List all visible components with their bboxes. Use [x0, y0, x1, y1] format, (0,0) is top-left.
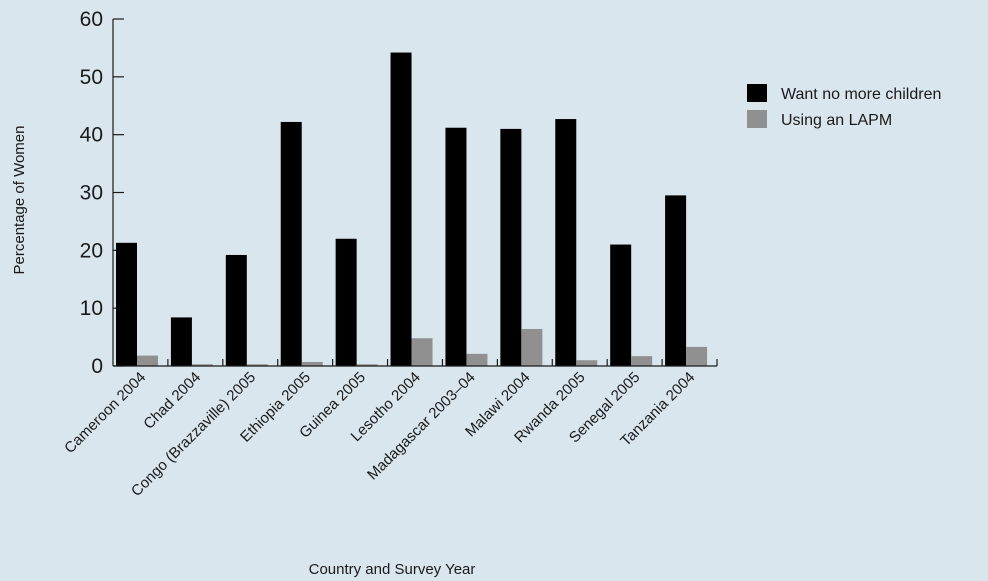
bar	[665, 195, 687, 366]
bar	[280, 121, 302, 367]
bar	[686, 346, 708, 366]
legend-swatch	[747, 110, 767, 128]
bar	[170, 317, 192, 366]
bars	[116, 52, 708, 367]
bar	[116, 242, 137, 366]
category-label: Cameroon 2004	[61, 369, 149, 457]
bar	[356, 364, 378, 366]
bar	[445, 127, 467, 366]
bar	[137, 355, 158, 366]
bar	[390, 52, 412, 366]
legend: Want no more children Using an LAPM	[747, 84, 941, 129]
y-tick-label: 50	[80, 66, 103, 89]
bar	[500, 128, 522, 366]
y-axis-title: Percentage of Women	[11, 126, 28, 275]
bar	[610, 244, 632, 366]
bar	[411, 338, 433, 366]
legend-label: Want no more children	[781, 86, 941, 103]
legend-label: Using an LAPM	[781, 112, 892, 129]
bar	[246, 364, 268, 366]
category-label: Madagascar 2003–04	[364, 369, 479, 484]
x-axis-ticks	[167, 359, 718, 366]
y-tick-label: 60	[80, 8, 103, 31]
bar	[631, 356, 653, 366]
y-tick-label: 10	[80, 297, 103, 320]
x-axis-title: Country and Survey Year	[309, 561, 476, 578]
bar	[466, 353, 488, 366]
y-tick-label: 20	[80, 239, 103, 262]
y-axis-ticks: 0 10 20 30 40 50 60	[80, 8, 124, 378]
legend-swatch	[747, 84, 767, 102]
bar	[335, 238, 357, 366]
y-tick-label: 40	[80, 124, 103, 147]
bar	[555, 119, 577, 366]
bar	[301, 361, 323, 366]
bar	[521, 328, 543, 366]
bar	[191, 364, 213, 366]
y-tick-label: 30	[80, 182, 103, 205]
bar	[576, 360, 598, 366]
bar	[225, 254, 247, 366]
y-tick-label: 0	[91, 355, 103, 378]
